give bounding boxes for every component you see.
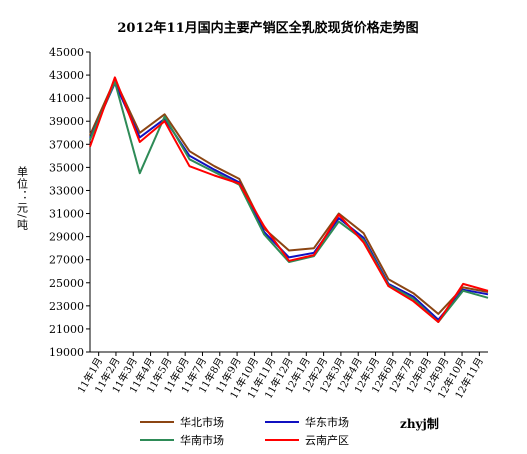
y-ticks: 19000 21000 23000 25000 27000 29000 31000 33000… [49,46,90,359]
y-tick-label: 19000 [49,346,84,359]
legend-label: 华北市场 [180,415,224,429]
y-tick-label: 21000 [49,323,84,336]
y-axis-label: 单位：元/吨 [16,166,29,231]
y-tick-label: 31000 [49,208,84,221]
y-tick-label: 45000 [49,46,84,59]
x-ticks: 11年1月11年2月11年3月11年4月11年5月11年6月11年7月11年8月… [74,352,486,401]
legend-label: 云南产区 [305,433,349,447]
y-tick-label: 27000 [49,254,84,267]
legend-label: 华东市场 [305,415,349,429]
series-line-2 [89,82,489,321]
y-tick-label: 43000 [49,69,84,82]
y-tick-label: 39000 [49,115,84,128]
y-axis-label-group: 单位：元/吨 [16,166,29,231]
y-tick-label: 23000 [49,300,84,313]
chart-title: 2012年11月国内主要产销区全乳胶现货价格走势图 [117,20,418,36]
series-line-4 [89,76,489,323]
series-line-1 [89,78,489,315]
y-tick-label: 33000 [49,184,84,197]
series-line-3 [89,81,489,323]
y-tick-label: 41000 [49,92,84,105]
y-tick-label: 35000 [49,161,84,174]
y-tick-label: 37000 [49,138,84,151]
axes [89,52,488,353]
series-lines [89,76,489,323]
y-tick-label: 25000 [49,277,84,290]
legend-label: 华南市场 [180,433,224,447]
chart-credit: zhyj制 [400,416,439,431]
y-tick-label: 29000 [49,231,84,244]
